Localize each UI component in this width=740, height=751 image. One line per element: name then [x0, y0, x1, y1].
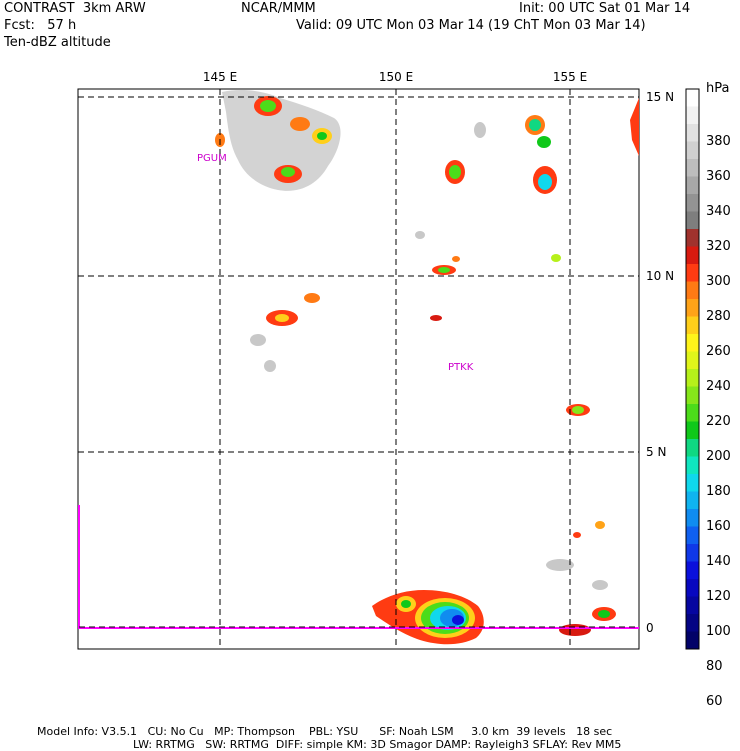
colorbar-swatch	[686, 229, 699, 247]
lat-label-15n: 15 N	[646, 90, 674, 104]
colorbar-level-label: 120	[706, 588, 731, 604]
colorbar-swatch	[686, 194, 699, 212]
grid-spacing: 3.0 km	[471, 725, 510, 738]
colorbar-swatch	[686, 561, 699, 580]
field-name: Ten-dBZ altitude	[4, 35, 111, 50]
colorbar-swatch	[686, 474, 699, 492]
colorbar-level-label: 200	[706, 448, 731, 464]
mp-scheme: MP: Thompson	[214, 725, 295, 738]
colorbar-swatch	[686, 544, 699, 562]
colorbar-swatch	[686, 631, 699, 650]
colorbar-swatch	[686, 316, 699, 335]
colorbar-swatch	[686, 509, 699, 527]
colorbar-swatch	[686, 211, 699, 230]
colorbar-swatch	[686, 334, 699, 352]
colorbar-level-label: 180	[706, 483, 731, 499]
forecast-hour: Fcst: 57 h	[4, 18, 77, 33]
lon-label-150: 150 E	[379, 70, 413, 84]
echo-cluster-nw	[215, 90, 341, 191]
colorbar-swatch	[686, 404, 699, 422]
footer-line1: Model Info: V3.5.1 CU: No Cu MP: Thompso…	[30, 712, 612, 738]
lat-label-5n: 5 N	[646, 445, 666, 459]
colorbar-swatch	[686, 106, 699, 125]
colorbar-level-label: 220	[706, 413, 731, 429]
colorbar-swatch	[686, 526, 699, 545]
colorbar-level-label: 100	[706, 623, 731, 639]
colorbar-swatch	[686, 351, 699, 370]
colorbar-level-label: 60	[706, 693, 723, 709]
colorbar-swatch	[686, 596, 699, 615]
equator-line	[78, 505, 639, 629]
colorbar-swatch	[686, 281, 699, 300]
colorbar-swatch	[686, 299, 699, 317]
cu-scheme: CU: No Cu	[147, 725, 204, 738]
footer-line2: LW: RRTMG SW: RRTMG DIFF: simple KM: 3D …	[126, 725, 621, 751]
colorbar-unit: hPa	[706, 81, 730, 96]
colorbar-swatch	[686, 614, 699, 632]
valid-time: Valid: 09 UTC Mon 03 Mar 14 (19 ChT Mon …	[296, 18, 646, 33]
vertical-levels: 39 levels	[516, 725, 566, 738]
colorbar-level-label: 140	[706, 553, 731, 569]
init-time: Init: 00 UTC Sat 01 Mar 14	[519, 1, 691, 16]
colorbar-swatch	[686, 124, 699, 142]
colorbar-swatch	[686, 176, 699, 195]
lat-lon-grid	[78, 89, 639, 649]
time-step: 18 sec	[576, 725, 613, 738]
colorbar-level-label: 280	[706, 308, 731, 324]
colorbar-level-label: 160	[706, 518, 731, 534]
colorbar-level-label: 320	[706, 238, 731, 254]
colorbar-swatch	[686, 456, 699, 475]
colorbar-swatch	[686, 579, 699, 597]
echo-clusters	[215, 90, 639, 645]
colorbar-swatch	[686, 246, 699, 265]
colorbar-level-label: 260	[706, 343, 731, 359]
colorbar	[685, 88, 700, 650]
colorbar-swatch	[686, 159, 699, 177]
colorbar-level-label: 340	[706, 203, 731, 219]
pbl-scheme: PBL: YSU	[309, 725, 359, 738]
colorbar-swatch	[686, 491, 699, 510]
colorbar-level-label: 300	[706, 273, 731, 289]
colorbar-level-label: 80	[706, 658, 723, 674]
colorbar-level-label: 360	[706, 168, 731, 184]
colorbar-swatch	[686, 89, 699, 107]
station-pgum: PGUM	[197, 153, 227, 164]
lon-label-155: 155 E	[553, 70, 587, 84]
colorbar-swatch	[686, 369, 699, 387]
colorbar-swatch	[686, 421, 699, 440]
colorbar-swatch	[686, 141, 699, 160]
colorbar-level-label: 380	[706, 133, 731, 149]
station-ptkk: PTKK	[448, 362, 474, 373]
lat-label-0: 0	[646, 621, 654, 635]
lon-label-145: 145 E	[203, 70, 237, 84]
colorbar-level-label: 240	[706, 378, 731, 394]
colorbar-swatch	[686, 264, 699, 282]
model-title: CONTRAST 3km ARW	[4, 1, 146, 16]
organization: NCAR/MMM	[241, 1, 316, 16]
lat-label-10n: 10 N	[646, 269, 674, 283]
colorbar-swatch	[686, 386, 699, 405]
sf-scheme: SF: Noah LSM	[379, 725, 454, 738]
colorbar-swatch	[686, 439, 699, 457]
model-version: Model Info: V3.5.1	[37, 725, 138, 738]
